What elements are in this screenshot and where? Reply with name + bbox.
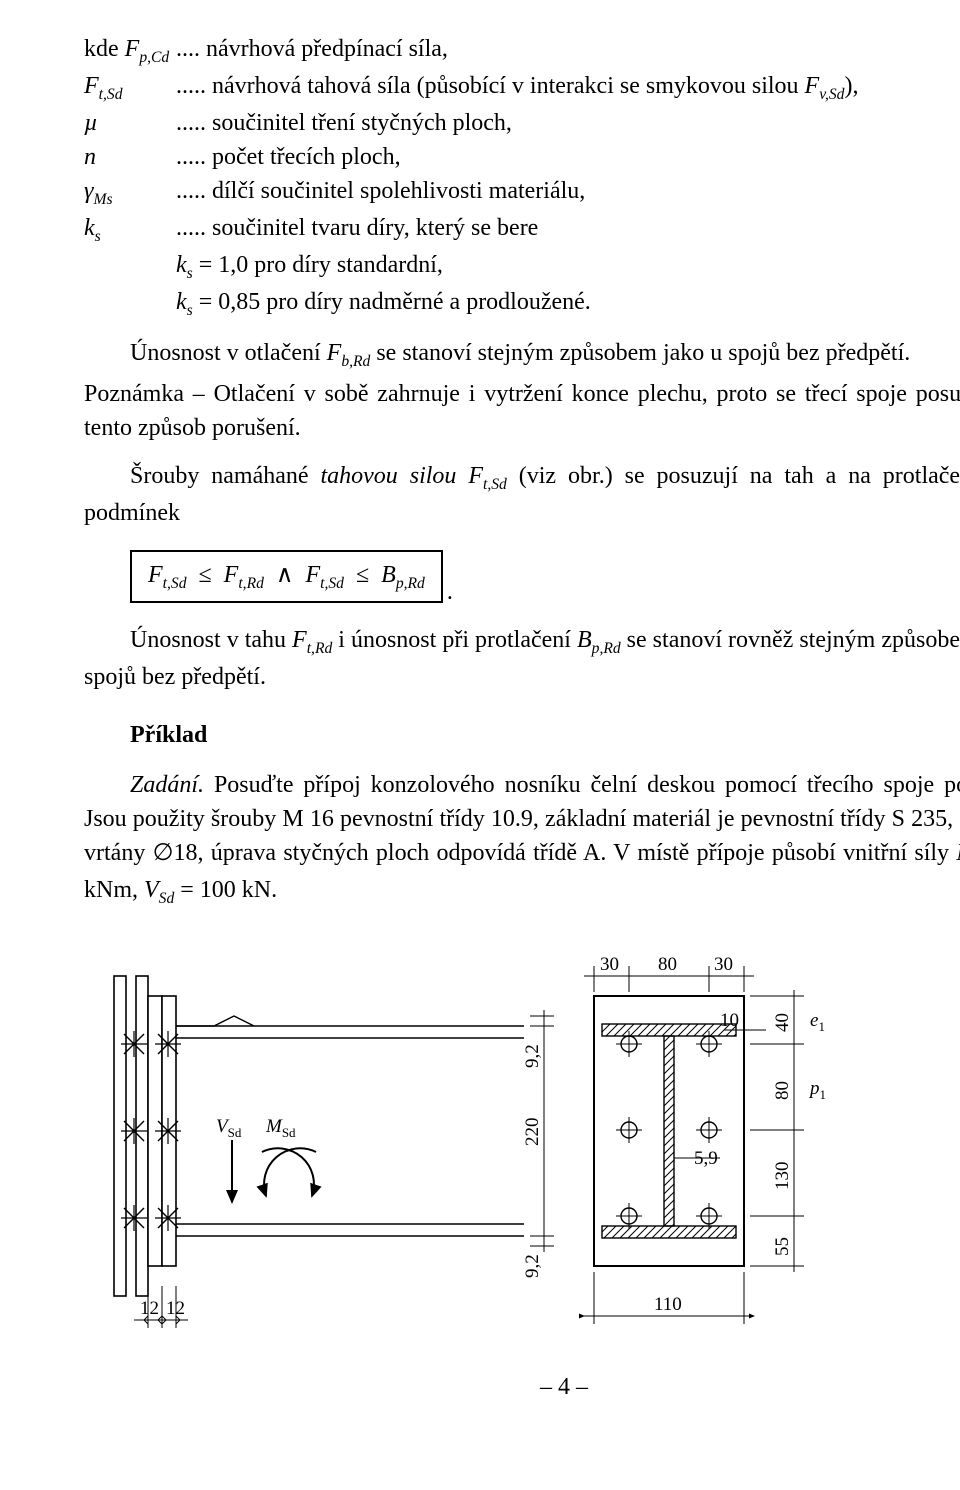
ks-line-1: ks = 0,85 pro díry nadměrné a prodloužen… [84,285,960,322]
para-poznamka: Poznámka – Otlačení v sobě zahrnuje i vy… [84,377,960,445]
dim-9-2-top: 9,2 [522,1044,543,1068]
f-t4: B [381,562,396,588]
def-term-1: Ft,Sd [84,69,176,106]
dim-10: 10 [720,1010,739,1031]
f-t1: F [148,562,163,588]
dim-9-2-bot: 9,2 [522,1254,543,1278]
para-zadani: Zadání. Posuďte přípoj konzolového nosní… [84,768,960,910]
f-op2: ≤ [356,562,369,588]
dim-80: 80 [772,1081,793,1100]
elevation-view: VSd MSd 12 12 [114,976,524,1328]
svg-text:p1: p1 [808,1078,826,1102]
def-term-3: n [84,140,176,174]
def-text-5: ..... součinitel tvaru díry, který se be… [176,211,960,248]
formula-line: Ft,Sd ≤ Ft,Rd ∧ Ft,Sd ≤ Bp,Rd . [84,544,960,609]
svg-text:e1: e1 [810,1010,825,1034]
para-unosnost-otlac: Únosnost v otlačení Fb,Rd se stanoví ste… [84,336,960,373]
def-text-4: ..... dílčí součinitel spolehlivosti mat… [176,174,960,211]
def-row-4: γMs ..... dílčí součinitel spolehlivosti… [84,174,960,211]
f-s3: t,Sd [320,575,344,592]
f-t3: F [305,562,320,588]
definitions-block: kde Fp,Cd .... návrhová předpínací síla,… [84,32,960,322]
def-term-4: γMs [84,174,176,211]
def-text-3: ..... počet třecích ploch, [176,140,960,174]
def-term-5: ks [84,211,176,248]
def-term-2: µ [84,106,176,140]
dim-40: 40 [772,1013,793,1032]
f-s4: p,Rd [396,575,425,592]
def-text-0: .... návrhová předpínací síla, [176,32,960,69]
f-and: ∧ [276,562,294,588]
technical-drawing: VSd MSd 12 12 9,2 220 9,2 [84,926,876,1346]
page-number: – 4 – [84,1370,960,1404]
f-op1: ≤ [199,562,212,588]
f-s1: t,Sd [163,575,187,592]
def-row-2: µ ..... součinitel tření styčných ploch, [84,106,960,140]
mid-dimensions: 9,2 220 9,2 [522,1010,554,1278]
svg-text:MSd: MSd [265,1116,296,1140]
figure-area: VSd MSd 12 12 9,2 220 9,2 [84,926,876,1346]
svg-text:VSd: VSd [216,1116,242,1140]
right-dimensions: 40 e1 80 p1 130 55 [750,990,826,1272]
formula-period: . [447,575,453,609]
dim-55: 55 [772,1237,793,1256]
formula-box: Ft,Sd ≤ Ft,Rd ∧ Ft,Sd ≤ Bp,Rd [130,550,443,603]
def-text-2: ..... součinitel tření styčných ploch, [176,106,960,140]
heading-priklad: Příklad [84,718,960,752]
dim-12-b: 12 [166,1298,185,1319]
def-row-0: kde Fp,Cd .... návrhová předpínací síla, [84,32,960,69]
para-unosnost-tah: Únosnost v tahu Ft,Rd i únosnost při pro… [84,623,960,694]
kde-text: kde [84,36,119,62]
para-srouby-tah: Šrouby namáhané tahovou silou Ft,Sd (viz… [84,459,960,530]
def-row-5: ks ..... součinitel tvaru díry, který se… [84,211,960,248]
f-s2: t,Rd [238,575,264,592]
dim-12-a: 12 [140,1298,159,1319]
dim-110: 110 [654,1294,682,1315]
ks-line-0: ks = 1,0 pro díry standardní, [84,248,960,285]
dim-top-30a: 30 [600,954,619,975]
def-row-1: Ft,Sd ..... návrhová tahová síla (působí… [84,69,960,106]
bottom-dimension: 110 [584,1272,754,1324]
def-row-3: n ..... počet třecích ploch, [84,140,960,174]
dim-220: 220 [522,1117,543,1146]
dim-130: 130 [772,1161,793,1190]
top-dimensions: 30 80 30 [584,954,754,992]
kde-label: kde Fp,Cd [84,32,176,69]
dim-top-80: 80 [658,954,677,975]
plate-front-view: 10 5,9 [594,996,766,1266]
f-t2: F [224,562,239,588]
dim-top-30b: 30 [714,954,733,975]
def-text-1: ..... návrhová tahová síla (působící v i… [176,69,960,106]
